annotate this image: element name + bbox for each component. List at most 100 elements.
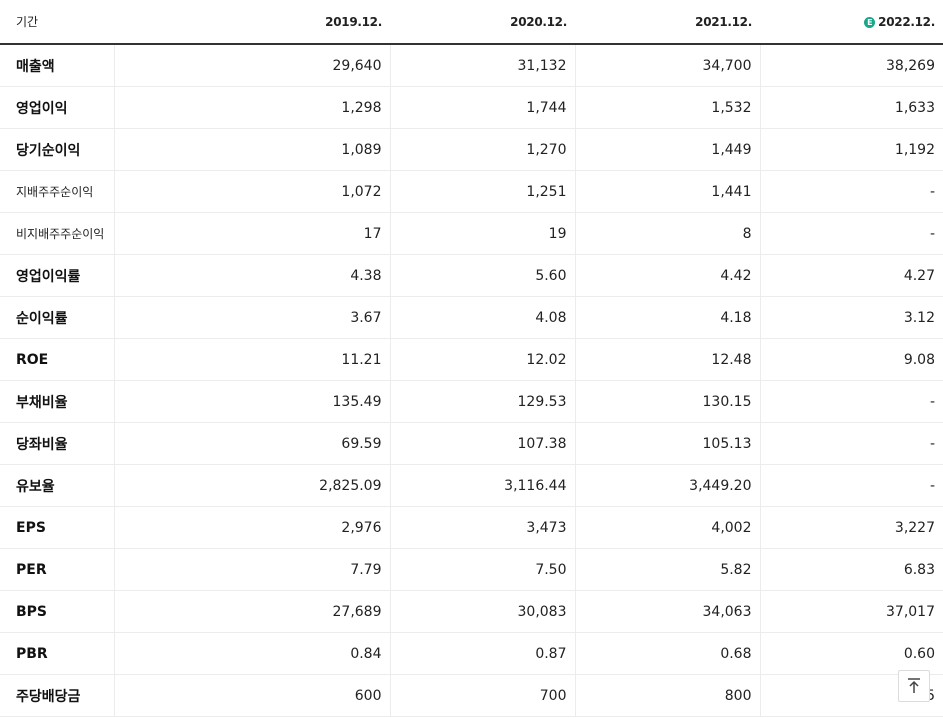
cell: 2,976 (114, 506, 391, 549)
cell: 6.83 (760, 548, 943, 591)
table-row: 당기순이익 1,089 1,270 1,449 1,192 (0, 128, 943, 171)
cell: 5.82 (575, 548, 761, 591)
cell: - (760, 464, 943, 507)
table-row: 영업이익 1,298 1,744 1,532 1,633 (0, 86, 943, 129)
cell: 700 (390, 674, 576, 717)
cell: 3,116.44 (390, 464, 576, 507)
estimate-icon: E (864, 16, 876, 28)
cell: 31,132 (390, 44, 576, 87)
cell: 107.38 (390, 422, 576, 465)
cell: 1,089 (114, 128, 391, 171)
header-row: 기간 2019.12. 2020.12. 2021.12. E 2022.12. (0, 0, 943, 45)
cell: 37,017 (760, 590, 943, 633)
col-header-2022: E 2022.12. (760, 0, 943, 45)
cell: - (760, 212, 943, 255)
row-label: 당좌비율 (0, 422, 115, 465)
row-label: PBR (0, 632, 115, 675)
cell: 5.60 (390, 254, 576, 297)
row-label: 지배주주순이익 (0, 170, 115, 213)
cell: 3,449.20 (575, 464, 761, 507)
table-row: ROE 11.21 12.02 12.48 9.08 (0, 338, 943, 381)
cell: 3,473 (390, 506, 576, 549)
table-row: 비지배주주순이익 17 19 8 - (0, 212, 943, 255)
cell: 34,700 (575, 44, 761, 87)
cell: 1,072 (114, 170, 391, 213)
cell: 9.08 (760, 338, 943, 381)
cell: 34,063 (575, 590, 761, 633)
cell: 29,640 (114, 44, 391, 87)
cell: 0.68 (575, 632, 761, 675)
cell: 1,192 (760, 128, 943, 171)
table-row: 주당배당금 600 700 800 5 (0, 674, 943, 717)
row-label: 유보율 (0, 464, 115, 507)
cell: 0.87 (390, 632, 576, 675)
cell: - (760, 380, 943, 423)
table-row: 지배주주순이익 1,072 1,251 1,441 - (0, 170, 943, 213)
cell: 1,298 (114, 86, 391, 129)
cell: 105.13 (575, 422, 761, 465)
table-row: PER 7.79 7.50 5.82 6.83 (0, 548, 943, 591)
cell: 30,083 (390, 590, 576, 633)
table-row: 당좌비율 69.59 107.38 105.13 - (0, 422, 943, 465)
table-row: 유보율 2,825.09 3,116.44 3,449.20 - (0, 464, 943, 507)
row-label: 영업이익 (0, 86, 115, 129)
arrow-up-to-top-icon (908, 678, 920, 693)
cell: 1,633 (760, 86, 943, 129)
cell: 12.02 (390, 338, 576, 381)
table-row: 순이익률 3.67 4.08 4.18 3.12 (0, 296, 943, 339)
cell: 4.08 (390, 296, 576, 339)
scroll-top-button[interactable] (898, 670, 930, 702)
table-row: EPS 2,976 3,473 4,002 3,227 (0, 506, 943, 549)
row-label: 매출액 (0, 44, 115, 87)
cell: 19 (390, 212, 576, 255)
cell: 600 (114, 674, 391, 717)
col-header-2021: 2021.12. (575, 0, 760, 45)
cell: 0.84 (114, 632, 391, 675)
table-row: BPS 27,689 30,083 34,063 37,017 (0, 590, 943, 633)
row-label: 당기순이익 (0, 128, 115, 171)
cell: - (760, 422, 943, 465)
cell: 7.79 (114, 548, 391, 591)
cell: 4.18 (575, 296, 761, 339)
row-label: EPS (0, 506, 115, 549)
cell: 17 (114, 212, 391, 255)
col-header-2020: 2020.12. (390, 0, 575, 45)
cell: 1,270 (390, 128, 576, 171)
cell: 69.59 (114, 422, 391, 465)
cell: - (760, 170, 943, 213)
row-label: 순이익률 (0, 296, 115, 339)
cell: 1,449 (575, 128, 761, 171)
cell: 38,269 (760, 44, 943, 87)
cell: 27,689 (114, 590, 391, 633)
row-label: 비지배주주순이익 (0, 212, 115, 255)
cell: 1,532 (575, 86, 761, 129)
cell: 3.67 (114, 296, 391, 339)
cell: 4,002 (575, 506, 761, 549)
cell: 3.12 (760, 296, 943, 339)
row-label: 부채비율 (0, 380, 115, 423)
cell: 800 (575, 674, 761, 717)
row-label: 주당배당금 (0, 674, 115, 717)
cell: 4.42 (575, 254, 761, 297)
cell: 1,441 (575, 170, 761, 213)
row-label: BPS (0, 590, 115, 633)
cell: 1,251 (390, 170, 576, 213)
period-header: 기간 (0, 0, 114, 45)
cell: 130.15 (575, 380, 761, 423)
cell: 129.53 (390, 380, 576, 423)
row-label: PER (0, 548, 115, 591)
cell: 135.49 (114, 380, 391, 423)
cell: 12.48 (575, 338, 761, 381)
cell: 8 (575, 212, 761, 255)
table-row: 부채비율 135.49 129.53 130.15 - (0, 380, 943, 423)
cell: 11.21 (114, 338, 391, 381)
col-header-2022-label: 2022.12. (878, 14, 935, 29)
row-label: 영업이익률 (0, 254, 115, 297)
col-header-2019: 2019.12. (114, 0, 390, 45)
table-row: 영업이익률 4.38 5.60 4.42 4.27 (0, 254, 943, 297)
cell: 0.60 (760, 632, 943, 675)
row-label: ROE (0, 338, 115, 381)
cell: 4.38 (114, 254, 391, 297)
cell: 2,825.09 (114, 464, 391, 507)
